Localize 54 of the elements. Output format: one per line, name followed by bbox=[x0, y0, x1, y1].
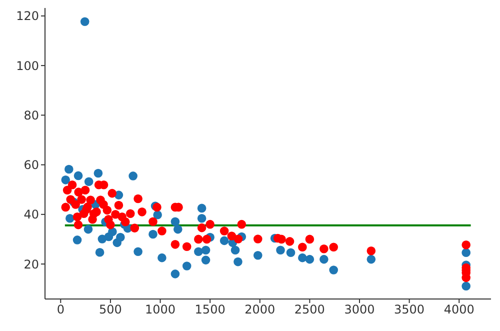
y-tick-label: 40 bbox=[24, 208, 39, 222]
x-tick-label: 0 bbox=[56, 302, 64, 317]
x-tick-label: 1500 bbox=[194, 302, 226, 317]
point bbox=[276, 246, 285, 255]
point bbox=[366, 254, 376, 264]
point bbox=[197, 214, 206, 223]
x-tick-label: 1000 bbox=[144, 302, 176, 317]
x-tick-label: 500 bbox=[98, 302, 122, 317]
point bbox=[61, 176, 70, 184]
x-tick-label: 3500 bbox=[394, 302, 425, 317]
x-tick-label: 2000 bbox=[244, 302, 276, 317]
point bbox=[329, 266, 338, 274]
point bbox=[194, 247, 203, 256]
point bbox=[74, 171, 83, 180]
point bbox=[66, 214, 74, 223]
point bbox=[128, 172, 138, 180]
point bbox=[84, 177, 94, 186]
y-tick-label: 100 bbox=[16, 58, 39, 73]
point bbox=[170, 270, 180, 278]
point bbox=[64, 164, 74, 174]
x-tick-label: 2500 bbox=[294, 302, 325, 317]
point bbox=[201, 256, 210, 264]
point bbox=[286, 248, 296, 258]
point bbox=[230, 246, 240, 255]
point bbox=[234, 257, 242, 266]
y-tick-label: 60 bbox=[24, 158, 39, 172]
point bbox=[462, 282, 470, 290]
point bbox=[253, 250, 262, 260]
point bbox=[305, 254, 314, 264]
point bbox=[201, 246, 210, 255]
point bbox=[320, 254, 328, 264]
y-tick-label: 120 bbox=[16, 9, 39, 24]
point bbox=[182, 262, 192, 270]
point bbox=[134, 247, 142, 256]
point bbox=[116, 232, 125, 242]
point bbox=[462, 248, 470, 258]
point bbox=[158, 253, 166, 262]
point bbox=[220, 236, 229, 246]
point bbox=[95, 248, 104, 257]
point bbox=[148, 230, 158, 239]
point bbox=[84, 224, 93, 234]
point bbox=[80, 17, 90, 26]
point bbox=[153, 210, 162, 220]
x-tick-label: 3000 bbox=[344, 302, 375, 317]
y-tick-label: 20 bbox=[24, 257, 39, 272]
point bbox=[108, 227, 117, 236]
y-tick-label: 80 bbox=[24, 108, 39, 122]
point bbox=[170, 217, 180, 226]
point bbox=[173, 224, 182, 234]
point bbox=[72, 236, 82, 244]
x-tick-label: 4000 bbox=[444, 302, 474, 317]
point bbox=[298, 253, 307, 262]
point bbox=[197, 204, 206, 213]
point bbox=[94, 168, 103, 178]
